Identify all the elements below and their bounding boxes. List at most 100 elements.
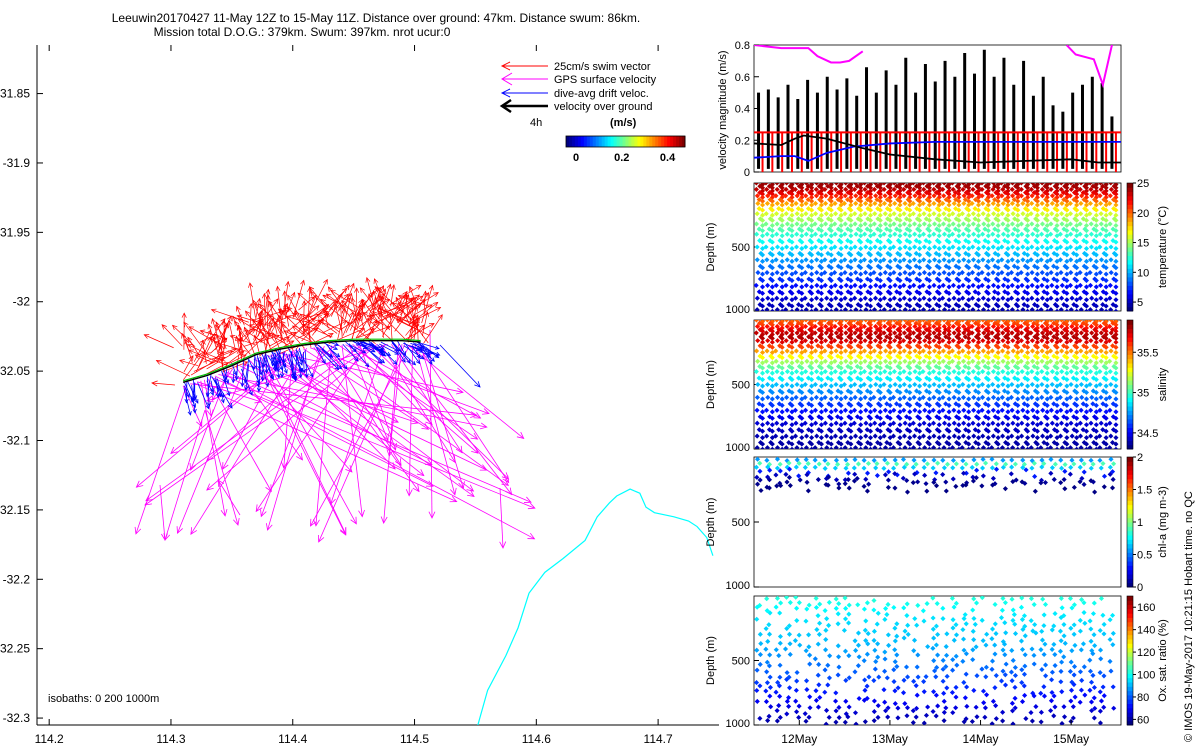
drift-vector [342,344,359,362]
salinity-colorbar-cell [1127,384,1133,390]
drift-vector [211,376,225,398]
map-y-tick-label: -32.1 [3,434,31,448]
temperature-point [822,257,828,263]
temperature-point [877,245,883,252]
salinity-point [759,415,766,421]
salinity-point [956,422,962,428]
temperature-point [858,297,864,303]
salinity-point [1108,381,1114,388]
salinity-point [956,370,962,376]
swim-vector-head [275,285,281,292]
salinity-point [931,348,937,354]
salinity-point [882,369,888,375]
salinity-point [828,349,834,356]
salinity-point [848,441,854,447]
temperature-point [1015,233,1021,239]
map-colorbar-cell [595,136,600,147]
temperature-point [940,186,946,192]
temperature-point [1088,231,1094,237]
temperature-point [1098,257,1105,263]
temperature-point [887,202,893,208]
swim-vector-head [155,360,162,365]
temperature-point [897,222,903,229]
temperature-point [1074,202,1080,208]
temperature-point [887,303,893,309]
salinity-point [867,370,874,376]
temperature-point [926,191,932,197]
temperature-point [1054,271,1060,277]
salinity-point [1005,409,1011,415]
temperature-point [848,271,854,277]
temperature-point [1064,207,1070,213]
temperature-point [1058,186,1064,192]
swim-vector [183,322,207,354]
temperature-point [1048,221,1054,227]
salinity-point [1009,369,1015,375]
salinity-point [828,328,834,334]
gps-vector-head [516,431,525,439]
temperature-point [1064,228,1070,234]
salinity-point [822,320,828,323]
salinity-point [841,381,847,388]
temperature-point [1015,297,1021,303]
salinity-point [990,407,996,413]
temperature-point [818,239,824,245]
gps-vector-head [390,442,397,451]
temperature-point [1068,270,1074,276]
temperature-point [848,297,854,303]
temperature-point [1015,212,1021,218]
swim-vector [217,323,228,355]
salinity-point [858,349,864,356]
gps-vector [369,343,509,480]
salinity-point [809,349,815,356]
temperature-point [951,295,957,301]
temperature-point [1034,239,1040,245]
salinity-point [799,428,805,434]
temperature-point [1088,221,1094,227]
temperature-point [1015,245,1021,252]
temperature-point [1098,200,1104,207]
temperature-point [1029,244,1035,250]
temperature-point [1113,202,1119,208]
temperature-point [809,308,815,311]
gps-vector-head [527,532,536,540]
salinity-point [966,349,972,356]
temperature-point [1103,222,1109,229]
swim-vector-head [272,332,277,338]
temperature-point [1067,193,1073,199]
temperature-point [818,233,824,239]
gps-vector [217,479,241,516]
salinity-point [764,320,770,323]
swim-vector-head [290,291,296,298]
temperature-point [926,277,932,284]
temperature-point [960,231,966,237]
salinity-point [960,358,967,364]
temperature-point [773,282,779,288]
salinity-colorbar-cell [1127,320,1133,325]
salinity-point [858,377,864,383]
swim-vector-head [380,293,386,299]
temperature-point [985,222,991,229]
temperature-point [1034,191,1040,197]
salinity-point [980,358,986,364]
swim-vector [403,303,422,320]
temperature-point [926,207,932,213]
gps-vector-head [450,487,457,496]
temperature-point [1088,244,1094,250]
temperature-point [926,222,932,229]
temperature-colorbar-tick-label: 20 [1137,208,1149,220]
temperature-point [1093,284,1099,290]
drift-vector [291,351,294,379]
temperature-point [754,183,759,186]
temperature-point [1093,198,1099,204]
drift-vector-head [301,368,307,374]
temperature-point [774,221,780,227]
temperature-point [818,245,824,252]
temperature-point [956,185,962,191]
temperature-point [921,257,927,263]
temperature-point [769,258,775,264]
swim-vector-head [200,339,206,346]
salinity-point [828,383,834,389]
drift-vector-head [280,373,285,379]
temperature-point [809,284,815,290]
